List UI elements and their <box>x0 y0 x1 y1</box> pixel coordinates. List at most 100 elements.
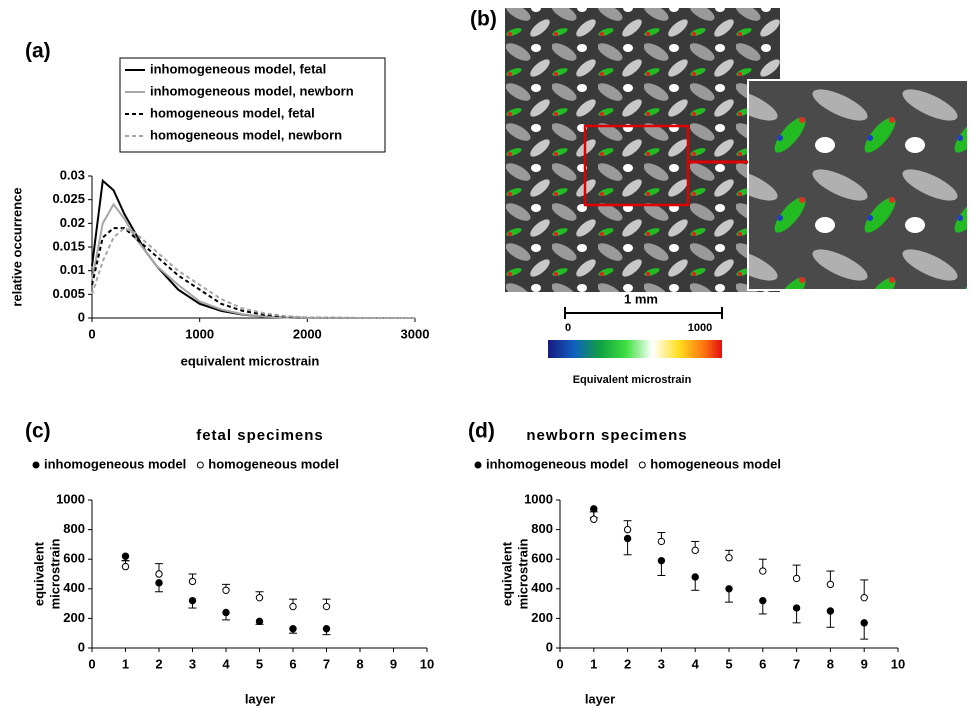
legend-label: homogeneous model <box>208 456 339 471</box>
x-tick-label: 9 <box>390 656 397 671</box>
y-tick-label: 1000 <box>56 491 85 506</box>
colorbar <box>548 340 722 358</box>
y-tick-label: 400 <box>531 580 553 595</box>
y-tick-label: 0.01 <box>60 262 85 277</box>
y-tick-label: 400 <box>63 580 85 595</box>
legend-marker <box>638 461 646 469</box>
x-tick-label: 7 <box>323 656 330 671</box>
x-tick-label: 6 <box>289 656 296 671</box>
y-tick-label: 0.005 <box>52 286 85 301</box>
y-axis-label: equivalent <box>31 541 46 606</box>
y-tick-label: 0.025 <box>52 191 85 206</box>
data-point <box>657 537 666 546</box>
y-axis-label: microstrain <box>47 539 62 610</box>
bone-render <box>505 8 780 292</box>
micro-ct-image <box>505 8 969 358</box>
x-tick-label: 7 <box>793 656 800 671</box>
x-tick-label: 4 <box>692 656 700 671</box>
legend-marker <box>474 461 482 469</box>
data-point <box>590 505 598 513</box>
data-point <box>860 619 868 627</box>
y-tick-label: 0.015 <box>52 238 85 253</box>
colorbar-tick-label: 1000 <box>688 322 712 334</box>
data-point <box>657 556 666 565</box>
y-tick-label: 0 <box>78 639 85 654</box>
chart-title: newborn specimens <box>526 427 687 444</box>
data-point <box>121 562 130 571</box>
x-tick-label: 9 <box>861 656 868 671</box>
data-point <box>826 607 835 615</box>
data-point <box>322 602 331 611</box>
panel-label: (c) <box>25 420 51 443</box>
data-point <box>725 554 733 562</box>
x-tick-label: 8 <box>356 656 363 671</box>
scale-bar-label: 1 mm <box>624 291 658 306</box>
x-tick-label: 1000 <box>185 326 214 341</box>
legend-label: inhomogeneous model, fetal <box>150 61 326 76</box>
data-point <box>826 580 835 589</box>
x-tick-label: 1 <box>122 656 129 671</box>
x-tick-label: 2 <box>624 656 631 671</box>
x-tick-label: 3000 <box>401 326 430 341</box>
zoom-box <box>583 124 690 207</box>
x-tick-label: 0 <box>88 326 95 341</box>
data-point <box>792 604 801 612</box>
x-axis-label: equivalent microstrain <box>181 353 320 368</box>
y-tick-label: 800 <box>531 521 553 536</box>
data-point <box>759 567 767 575</box>
series-line <box>91 202 415 319</box>
x-axis-label: layer <box>585 691 615 706</box>
y-tick-label: 200 <box>63 610 85 625</box>
x-tick-label: 8 <box>827 656 834 671</box>
x-tick-label: 5 <box>256 656 263 671</box>
data-point <box>725 585 733 593</box>
panel-label: (b) <box>470 8 497 31</box>
y-tick-label: 0.03 <box>60 167 85 182</box>
data-point <box>590 515 598 523</box>
data-point <box>289 625 297 633</box>
data-point <box>222 586 230 594</box>
series-line <box>91 178 415 319</box>
y-tick-label: 600 <box>531 551 553 566</box>
x-tick-label: 0 <box>88 656 95 671</box>
x-tick-label: 2000 <box>293 326 322 341</box>
data-point <box>255 617 264 626</box>
data-point <box>759 596 767 605</box>
y-tick-label: 800 <box>63 521 85 536</box>
x-tick-label: 4 <box>222 656 230 671</box>
series-line <box>91 226 415 319</box>
legend-label: homogeneous model, newborn <box>150 127 342 142</box>
legend-label: inhomogeneous model <box>486 456 628 471</box>
x-tick-label: 10 <box>891 656 905 671</box>
data-point <box>121 552 130 560</box>
x-axis-label: layer <box>245 691 275 706</box>
data-point <box>255 593 264 602</box>
x-tick-label: 5 <box>725 656 732 671</box>
x-tick-label: 3 <box>189 656 196 671</box>
legend-label: inhomogeneous model <box>44 456 186 471</box>
colorbar-title: Equivalent microstrain <box>573 374 692 386</box>
data-point <box>155 579 163 587</box>
data-point <box>792 574 801 583</box>
x-tick-label: 1 <box>590 656 597 671</box>
data-point <box>322 625 331 633</box>
y-axis-label: equivalent <box>499 541 514 606</box>
y-tick-label: 0.02 <box>60 215 85 230</box>
data-point <box>188 577 197 586</box>
data-point <box>155 570 163 578</box>
y-tick-label: 1000 <box>524 491 553 506</box>
panel-label: (a) <box>25 40 51 63</box>
zoom-inset <box>747 79 969 291</box>
panel-label: (d) <box>468 420 495 443</box>
legend-marker <box>32 461 40 469</box>
y-axis-label: relative occurrence <box>9 187 24 306</box>
series-line <box>91 227 415 319</box>
y-axis-label: microstrain <box>515 539 530 610</box>
data-point <box>222 608 230 617</box>
data-point <box>860 593 868 602</box>
y-tick-label: 600 <box>63 551 85 566</box>
legend-box <box>119 57 386 153</box>
data-point <box>623 534 632 543</box>
x-tick-label: 2 <box>155 656 162 671</box>
